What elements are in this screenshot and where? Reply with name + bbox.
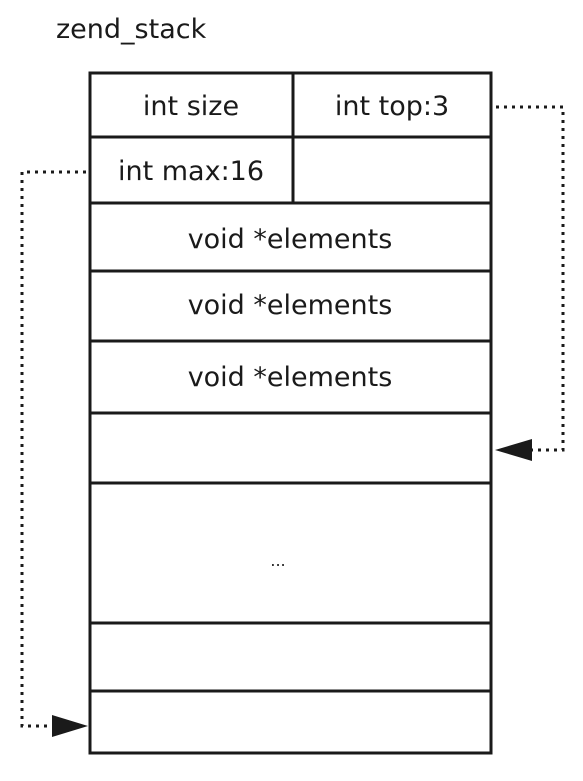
max-pointer-line [20, 170, 86, 728]
top-field-label: int top:3 [335, 91, 449, 122]
top-pointer-line [496, 105, 565, 452]
size-field-label: int size [143, 91, 239, 122]
max-pointer-slot [88, 689, 493, 755]
max-field-label: int max:16 [118, 156, 264, 187]
ellipsis-slot [88, 481, 493, 625]
top-pointer-slot [88, 411, 493, 485]
empty-slot [88, 621, 493, 693]
element-slot-1-label: void *elements [188, 224, 393, 255]
diagram-title: zend_stack [56, 14, 207, 45]
max-pointer-arrowhead [52, 715, 88, 737]
ellipsis-label: ... [270, 551, 285, 570]
element-slot-3-label: void *elements [188, 362, 393, 393]
top-pointer-arrowhead [495, 439, 532, 461]
empty-header-cell [291, 135, 493, 205]
element-slot-2-label: void *elements [188, 290, 393, 321]
